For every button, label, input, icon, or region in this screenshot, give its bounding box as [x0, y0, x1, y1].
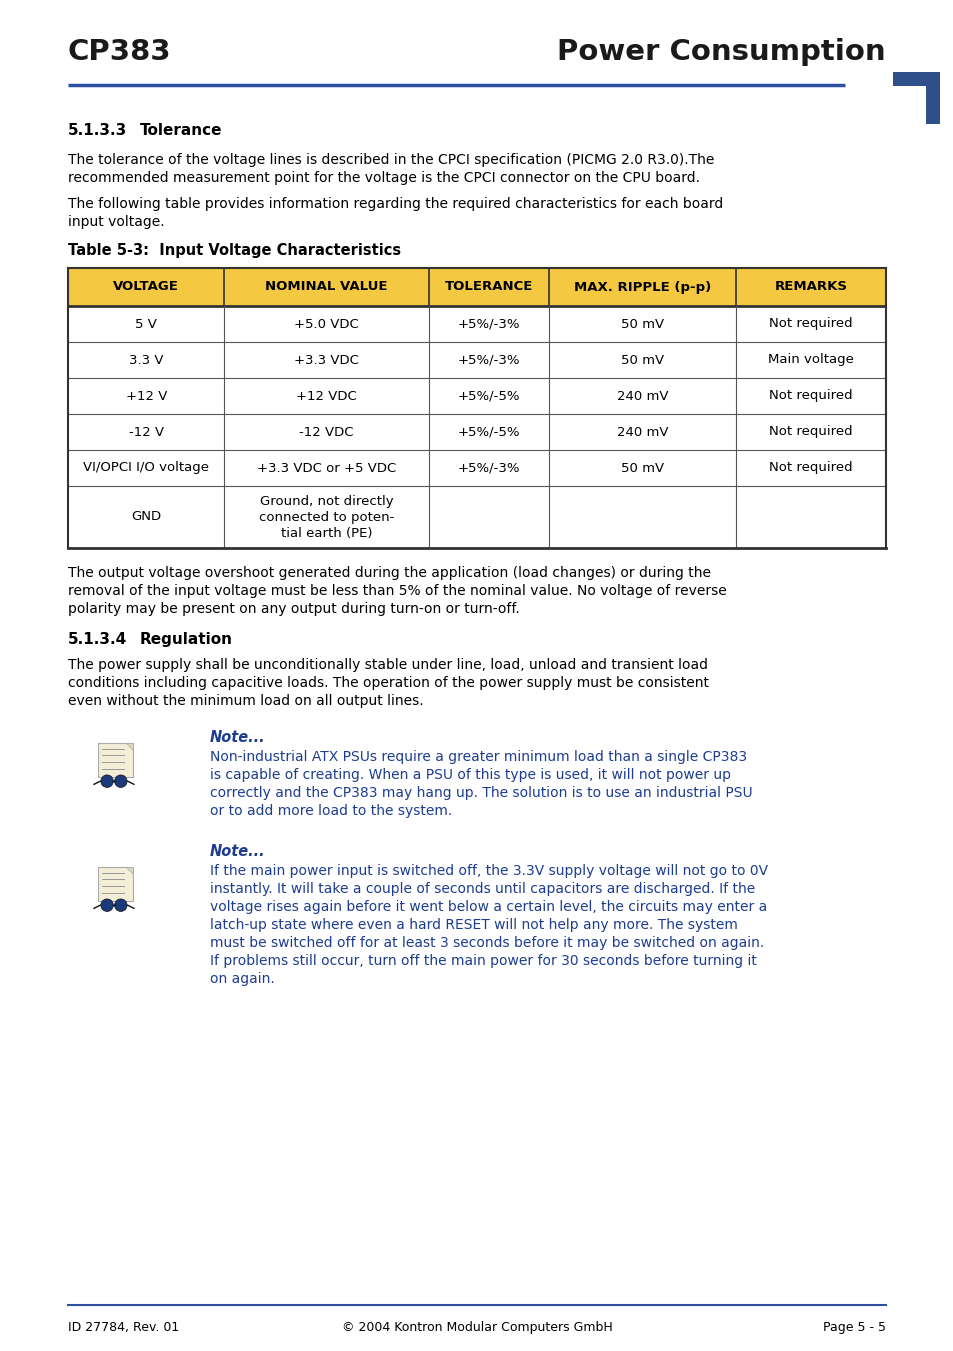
Text: +5%/-3%: +5%/-3%	[457, 354, 519, 366]
Text: If the main power input is switched off, the 3.3V supply voltage will not go to : If the main power input is switched off,…	[210, 865, 767, 878]
Text: © 2004 Kontron Modular Computers GmbH: © 2004 Kontron Modular Computers GmbH	[341, 1321, 612, 1333]
Text: correctly and the CP383 may hang up. The solution is to use an industrial PSU: correctly and the CP383 may hang up. The…	[210, 786, 752, 800]
Text: Tolerance: Tolerance	[140, 123, 222, 138]
Text: recommended measurement point for the voltage is the CPCI connector on the CPU b: recommended measurement point for the vo…	[68, 172, 700, 185]
Bar	[68, 450, 885, 486]
Text: 5 V: 5 V	[135, 317, 157, 331]
Text: 240 mV: 240 mV	[616, 389, 667, 403]
Polygon shape	[126, 867, 132, 874]
Text: Not required: Not required	[768, 317, 852, 331]
Text: -12 VDC: -12 VDC	[299, 426, 354, 439]
Text: removal of the input voltage must be less than 5% of the nominal value. No volta: removal of the input voltage must be les…	[68, 584, 726, 598]
Text: Main voltage: Main voltage	[767, 354, 853, 366]
Text: The power supply shall be unconditionally stable under line, load, unload and tr: The power supply shall be unconditionall…	[68, 658, 707, 671]
Bar	[925, 72, 939, 124]
Text: MAX. RIPPLE (p-p): MAX. RIPPLE (p-p)	[573, 281, 710, 293]
Text: +3.3 VDC or +5 VDC: +3.3 VDC or +5 VDC	[256, 462, 395, 474]
Text: Power Consumption: Power Consumption	[557, 38, 885, 66]
Text: Note...: Note...	[210, 730, 265, 744]
Bar	[98, 743, 132, 777]
Text: +12 VDC: +12 VDC	[296, 389, 356, 403]
Text: ID 27784, Rev. 01: ID 27784, Rev. 01	[68, 1321, 179, 1333]
Text: +5.0 VDC: +5.0 VDC	[294, 317, 358, 331]
Text: Not required: Not required	[768, 389, 852, 403]
Bar	[68, 413, 885, 450]
Text: 3.3 V: 3.3 V	[129, 354, 163, 366]
Text: 5.1.3.3: 5.1.3.3	[68, 123, 127, 138]
Text: input voltage.: input voltage.	[68, 215, 165, 230]
Circle shape	[114, 898, 127, 912]
Text: even without the minimum load on all output lines.: even without the minimum load on all out…	[68, 694, 423, 708]
Text: tial earth (PE): tial earth (PE)	[280, 527, 372, 540]
Text: instantly. It will take a couple of seconds until capacitors are discharged. If : instantly. It will take a couple of seco…	[210, 882, 755, 896]
Text: -12 V: -12 V	[129, 426, 164, 439]
Text: 50 mV: 50 mV	[620, 354, 663, 366]
Text: VOLTAGE: VOLTAGE	[113, 281, 179, 293]
Text: REMARKS: REMARKS	[774, 281, 846, 293]
Bar	[892, 72, 939, 86]
Text: NOMINAL VALUE: NOMINAL VALUE	[265, 281, 388, 293]
Text: +3.3 VDC: +3.3 VDC	[294, 354, 358, 366]
Text: TOLERANCE: TOLERANCE	[444, 281, 533, 293]
Circle shape	[114, 775, 127, 788]
Text: GND: GND	[131, 511, 161, 523]
Text: The output voltage overshoot generated during the application (load changes) or : The output voltage overshoot generated d…	[68, 566, 710, 580]
Polygon shape	[126, 743, 132, 750]
Bar	[98, 867, 132, 901]
Text: latch-up state where even a hard RESET will not help any more. The system: latch-up state where even a hard RESET w…	[210, 917, 737, 932]
Text: 50 mV: 50 mV	[620, 462, 663, 474]
Text: must be switched off for at least 3 seconds before it may be switched on again.: must be switched off for at least 3 seco…	[210, 936, 763, 950]
Text: 50 mV: 50 mV	[620, 317, 663, 331]
Text: 240 mV: 240 mV	[616, 426, 667, 439]
Text: polarity may be present on any output during turn-on or turn-off.: polarity may be present on any output du…	[68, 603, 519, 616]
Text: Page 5 - 5: Page 5 - 5	[822, 1321, 885, 1333]
Text: +5%/-5%: +5%/-5%	[457, 389, 519, 403]
Bar	[68, 378, 885, 413]
Text: is capable of creating. When a PSU of this type is used, it will not power up: is capable of creating. When a PSU of th…	[210, 767, 730, 782]
Circle shape	[101, 898, 113, 912]
Text: Non-industrial ATX PSUs require a greater minimum load than a single CP383: Non-industrial ATX PSUs require a greate…	[210, 750, 746, 765]
Text: +5%/-5%: +5%/-5%	[457, 426, 519, 439]
Text: CP383: CP383	[68, 38, 172, 66]
Text: +5%/-3%: +5%/-3%	[457, 462, 519, 474]
Bar	[68, 305, 885, 342]
Bar	[68, 486, 885, 549]
Text: The following table provides information regarding the required characteristics : The following table provides information…	[68, 197, 722, 211]
Text: Not required: Not required	[768, 426, 852, 439]
Text: Table 5-3:  Input Voltage Characteristics: Table 5-3: Input Voltage Characteristics	[68, 243, 400, 258]
Text: The tolerance of the voltage lines is described in the CPCI specification (PICMG: The tolerance of the voltage lines is de…	[68, 153, 714, 168]
Text: Not required: Not required	[768, 462, 852, 474]
Text: conditions including capacitive loads. The operation of the power supply must be: conditions including capacitive loads. T…	[68, 676, 708, 690]
Text: Regulation: Regulation	[140, 632, 233, 647]
Text: Ground, not directly: Ground, not directly	[259, 494, 393, 508]
Text: VI/OPCI I/O voltage: VI/OPCI I/O voltage	[83, 462, 209, 474]
Text: +5%/-3%: +5%/-3%	[457, 317, 519, 331]
Text: connected to poten-: connected to poten-	[258, 511, 394, 524]
Text: or to add more load to the system.: or to add more load to the system.	[210, 804, 452, 817]
Text: on again.: on again.	[210, 971, 274, 986]
Text: Note...: Note...	[210, 844, 265, 859]
Text: voltage rises again before it went below a certain level, the circuits may enter: voltage rises again before it went below…	[210, 900, 766, 915]
Circle shape	[101, 775, 113, 788]
Bar	[68, 267, 885, 305]
Text: If problems still occur, turn off the main power for 30 seconds before turning i: If problems still occur, turn off the ma…	[210, 954, 756, 969]
Bar	[68, 342, 885, 378]
Text: +12 V: +12 V	[126, 389, 167, 403]
Text: 5.1.3.4: 5.1.3.4	[68, 632, 127, 647]
